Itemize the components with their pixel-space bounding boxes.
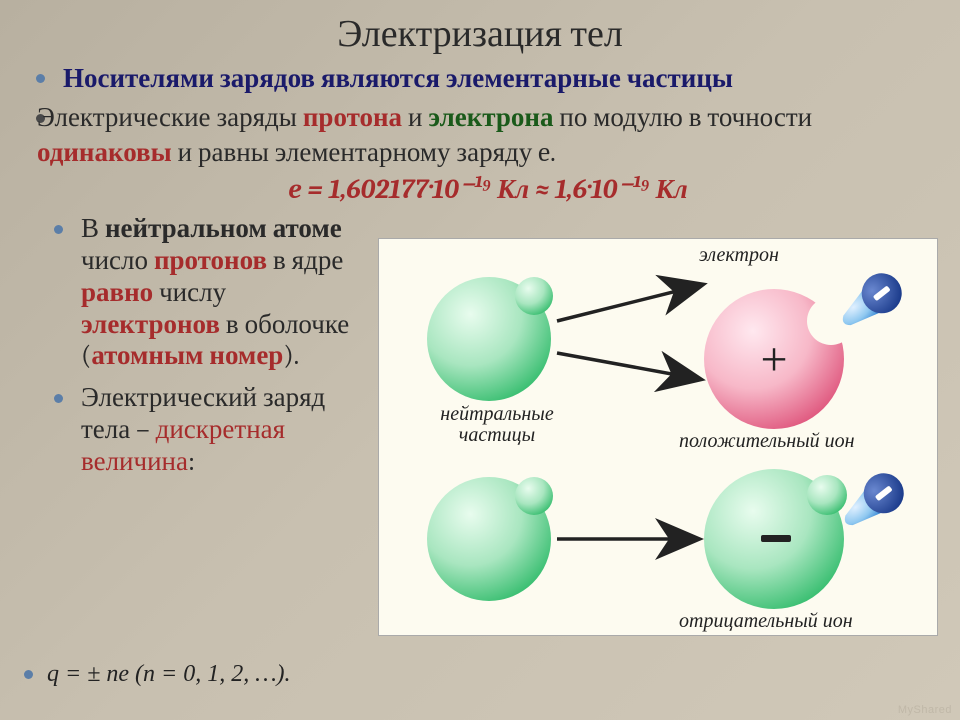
label-electron: электрон [699, 245, 779, 266]
minus-sign-ion [761, 535, 791, 542]
neutral-sat-bot [515, 477, 553, 515]
text-neutral-atom: В нейтральном атоме число протонов в ядр… [81, 213, 356, 372]
negative-ion-sat [807, 475, 847, 515]
arrow-to-positive-ion [557, 353, 699, 379]
formula-elementary-charge: e = 1,602177·10⁻¹⁹ Кл ≈ 1,6·10⁻¹⁹ Кл [36, 174, 940, 205]
ion-diagram: + электрон нейтральныечастицы положитель… [378, 238, 938, 636]
electron-projectile-top [832, 265, 910, 338]
bullet-charges: Электрические заряды протона и электрона… [36, 100, 940, 170]
neutral-sat-top [515, 277, 553, 315]
text-discrete: Электрический заряд тела – дискретная ве… [81, 382, 356, 478]
bullet-discrete: Электрический заряд тела – дискретная ве… [54, 382, 356, 478]
bullet-icon [54, 394, 63, 403]
arrow-to-electron [557, 285, 701, 321]
bullet-icon [36, 74, 45, 83]
label-negative-ion: отрицательный ион [679, 611, 853, 632]
plus-sign: + [760, 333, 787, 386]
bullet-icon [54, 225, 63, 234]
watermark: MyShared [898, 704, 952, 716]
formula-q-row: q = ± ne (n = 0, 1, 2, …). [24, 661, 291, 688]
bullet-neutral-atom: В нейтральном атоме число протонов в ядр… [54, 213, 356, 372]
left-column: В нейтральном атоме число протонов в ядр… [36, 213, 356, 488]
page-title: Электризация тел [0, 0, 960, 56]
label-positive-ion: положительный ион [679, 431, 855, 452]
text-charges: Электрические заряды протона и электрона… [37, 100, 940, 170]
bullet-carriers: Носителями зарядов являются элементарные… [36, 62, 940, 96]
label-neutral: нейтральныечастицы [427, 404, 567, 446]
text-carriers: Носителями зарядов являются элементарные… [63, 62, 733, 96]
formula-q: q = ± ne (n = 0, 1, 2, …). [47, 661, 291, 688]
bullet-icon [24, 670, 33, 679]
